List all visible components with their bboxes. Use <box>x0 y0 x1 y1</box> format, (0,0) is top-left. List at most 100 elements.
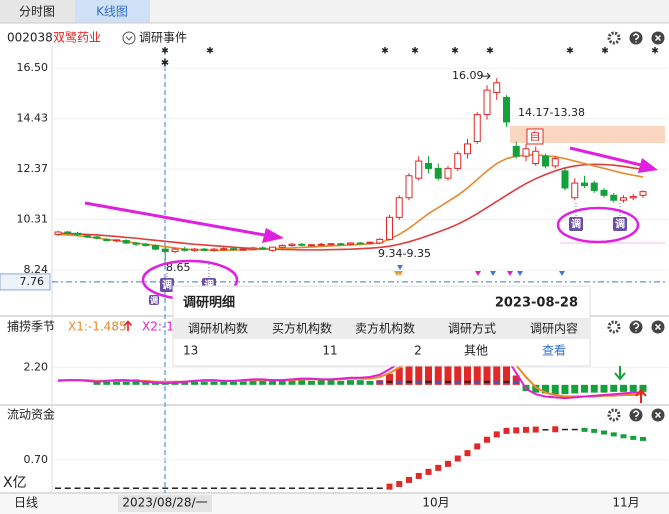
annotation-ellipse <box>556 206 640 244</box>
histogram-bar <box>464 358 471 385</box>
candle-body <box>327 243 335 246</box>
x-axis-bar <box>0 494 669 514</box>
flow-mark <box>64 487 71 489</box>
candle-body <box>356 242 364 245</box>
flow-mark <box>454 455 461 462</box>
low-label: 8.65 <box>166 261 191 274</box>
flow-mark <box>484 436 490 443</box>
view-link[interactable]: 查看 <box>542 344 566 358</box>
help-icon[interactable] <box>629 320 643 334</box>
candle-body <box>512 145 520 157</box>
flow-mark <box>123 487 130 489</box>
signal-dash <box>484 380 490 383</box>
event-star: ✱ <box>486 47 494 57</box>
histogram-bar <box>249 380 257 385</box>
flow-mark <box>142 487 149 489</box>
cell: 13 <box>183 344 198 358</box>
annotation-arrow-head <box>638 158 658 173</box>
flow-mark <box>162 487 169 489</box>
candle-body <box>269 246 276 251</box>
popup-date: 2023-08-28 <box>495 296 578 311</box>
histogram-bar <box>395 367 403 385</box>
event-icon[interactable] <box>160 278 174 292</box>
flow-mark <box>591 428 598 433</box>
flow-mark <box>415 472 422 479</box>
popup-title: 调研明细 <box>183 295 235 311</box>
moving-average <box>57 163 644 251</box>
tab-label[interactable]: K线图 <box>96 5 128 19</box>
histogram-bar <box>561 384 569 395</box>
dropdown-icon[interactable] <box>122 31 136 45</box>
signal-dash <box>464 380 471 383</box>
flow-mark <box>172 487 178 489</box>
candle-body <box>181 248 189 251</box>
high-label: 16.09 <box>452 69 484 82</box>
tab-active[interactable] <box>75 0 150 23</box>
signal-triangle <box>517 271 523 276</box>
histogram-bar <box>532 384 540 393</box>
event-menu[interactable]: 调研事件 <box>139 31 187 45</box>
event-icon-label: 调 <box>150 295 158 305</box>
help-icon-glyph <box>632 410 640 420</box>
histogram-bar <box>298 380 306 385</box>
cell: 其他 <box>464 344 488 358</box>
candle-body <box>239 248 247 251</box>
candle-body <box>210 248 218 251</box>
high-pointer <box>481 72 491 80</box>
histogram-bar <box>269 380 276 385</box>
research-popup: 调研明细 2023-08-28 调研机构数 买方机构数 卖方机构数 调研方式 调… <box>172 285 591 367</box>
settings-icon[interactable] <box>607 31 621 45</box>
histogram-bar <box>434 359 442 385</box>
settings-icon[interactable] <box>607 408 621 422</box>
signal-dash <box>493 380 500 383</box>
event-icon-label: 调 <box>571 218 581 231</box>
event-icon[interactable] <box>149 295 159 305</box>
candle-body <box>83 235 91 238</box>
histogram-bar <box>483 359 491 385</box>
histogram-bar <box>191 380 198 385</box>
last-price-label: 7.76 <box>20 275 45 288</box>
tab[interactable] <box>0 0 75 23</box>
candle-body <box>230 248 237 251</box>
flow-mark <box>620 434 627 439</box>
flow-mark <box>240 487 247 489</box>
event-icon[interactable] <box>613 217 627 231</box>
candle-body <box>337 243 345 246</box>
candle-body <box>152 244 159 250</box>
help-icon[interactable] <box>629 408 643 422</box>
flow-mark <box>84 487 91 489</box>
signal-triangle <box>475 271 481 276</box>
tab-label[interactable]: 分时图 <box>19 5 55 19</box>
signal-dash <box>513 380 520 383</box>
event-icon[interactable] <box>569 217 583 231</box>
help-icon[interactable] <box>629 31 643 45</box>
stock-name: 双鹭药业 <box>53 30 101 45</box>
candle-body <box>161 248 169 253</box>
signal-dash <box>445 380 451 383</box>
column-header: 调研方式 <box>448 321 496 336</box>
flow-mark <box>133 487 139 489</box>
help-icon-glyph <box>632 322 640 332</box>
candle-body <box>473 114 481 142</box>
histogram-bar <box>113 380 120 385</box>
table-header <box>174 318 589 339</box>
event-icon-label: 调 <box>204 279 214 292</box>
flow-mark <box>191 487 198 489</box>
histogram-bar <box>405 361 413 385</box>
flow-mark <box>230 487 237 489</box>
flow-mark <box>503 427 510 434</box>
flow-mark <box>552 426 559 433</box>
y-tick-label: 16.50 <box>17 61 49 74</box>
signal-dash <box>425 380 432 383</box>
flow-mark <box>337 487 344 489</box>
settings-icon[interactable] <box>607 320 621 334</box>
annotation-arrow-head <box>262 228 284 243</box>
histogram-bar <box>386 373 393 385</box>
down-arrow-icon <box>614 366 626 381</box>
flow-mark <box>94 487 100 489</box>
flow-mark <box>406 476 412 483</box>
flow-mark <box>474 443 481 450</box>
candle-body <box>425 163 432 169</box>
candle-body <box>610 194 618 201</box>
candle-body <box>347 242 354 245</box>
